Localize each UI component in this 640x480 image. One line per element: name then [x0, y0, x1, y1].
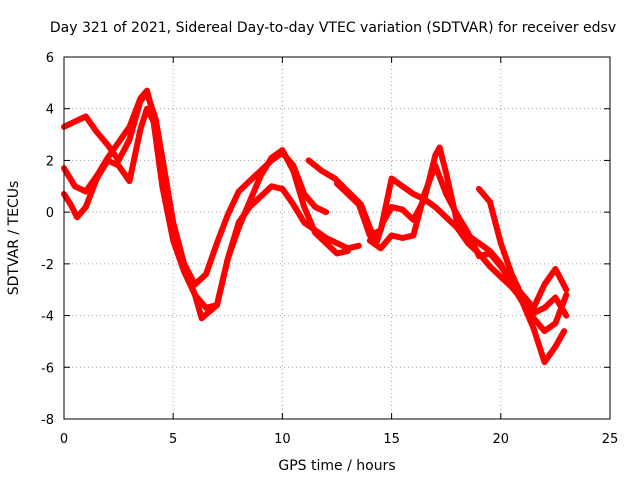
- x-tick-label: 0: [60, 432, 68, 447]
- y-tick-label: -8: [41, 413, 54, 428]
- x-tick-label: 25: [602, 432, 619, 447]
- series-line-track-3: [61, 105, 362, 311]
- y-tick-label: -6: [41, 361, 54, 376]
- x-tick-label: 5: [169, 432, 177, 447]
- plot-frame: [63, 56, 611, 420]
- series-line-track-4: [305, 144, 568, 366]
- chart-title: Day 321 of 2021, Sidereal Day-to-day VTE…: [50, 20, 616, 36]
- y-tick-label: 2: [46, 154, 54, 169]
- y-tick-label: 0: [46, 206, 54, 221]
- x-tick-label: 10: [274, 432, 291, 447]
- series-line-track-6: [366, 162, 570, 311]
- series-line-track-2: [61, 87, 351, 322]
- axis-ticks: 0 5 10 15 20 25 -8 -6 -4 -2 0 2 4 6: [41, 51, 618, 447]
- y-axis-label: SDTVAR / TECUs: [6, 181, 22, 296]
- y-tick-label: 6: [46, 51, 54, 66]
- series-line-track-7: [476, 185, 570, 319]
- data-series-group: [61, 87, 570, 366]
- y-tick-label: -2: [41, 258, 54, 273]
- series-line-track-1: [61, 90, 330, 288]
- y-tick-label: 4: [46, 103, 54, 118]
- x-tick-label: 15: [383, 432, 400, 447]
- x-axis-label: GPS time / hours: [278, 458, 395, 474]
- y-tick-label: -4: [41, 310, 54, 325]
- x-tick-label: 20: [493, 432, 510, 447]
